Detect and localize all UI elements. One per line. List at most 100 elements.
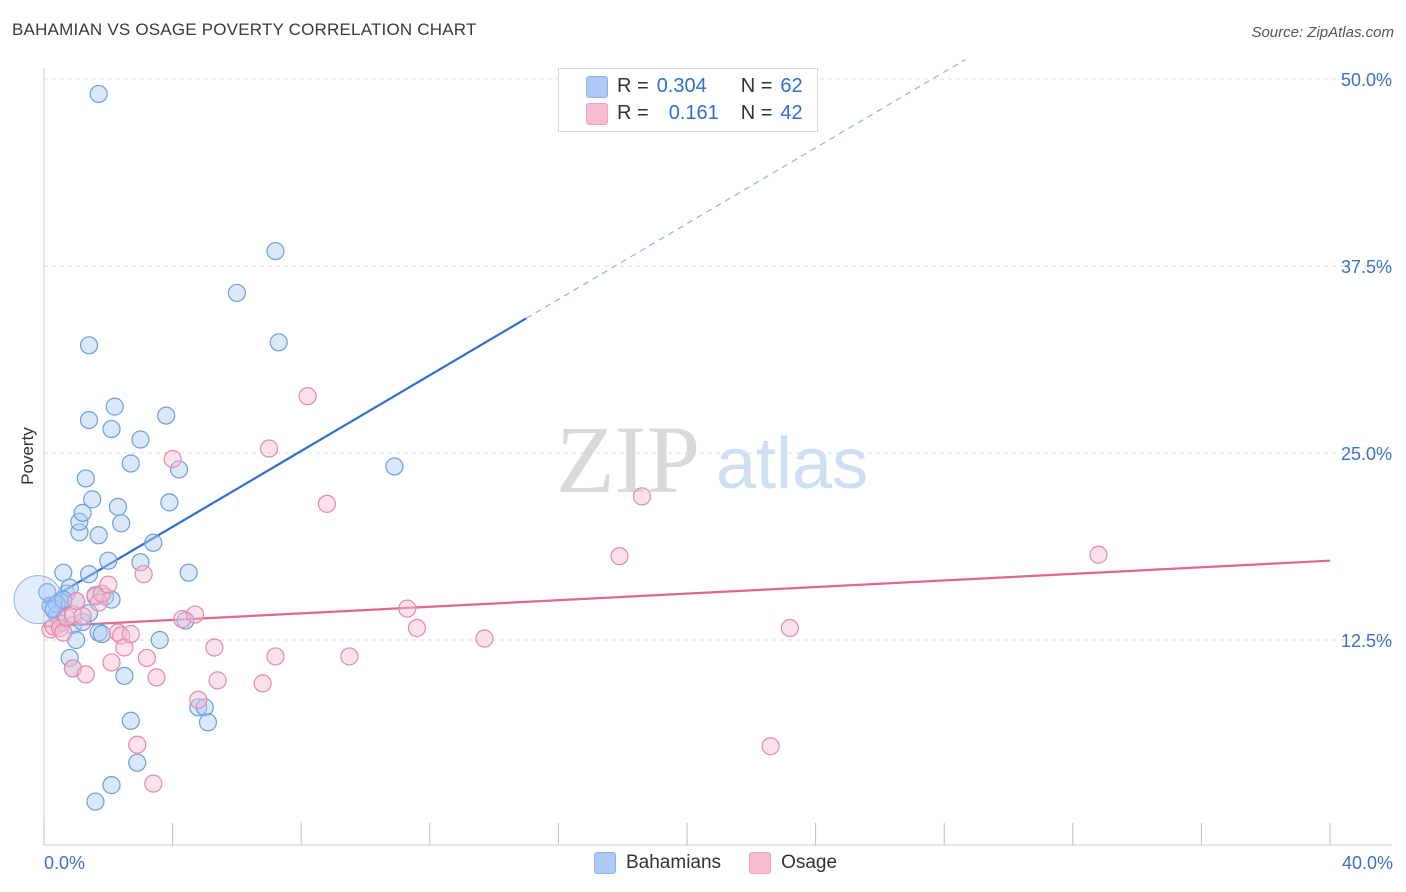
data-point-osage <box>208 671 227 690</box>
legend-swatch-osage <box>749 852 772 874</box>
data-point-osage <box>134 565 153 584</box>
data-point-osage <box>475 629 494 648</box>
x-tick-label-max: 40.0% <box>1342 853 1393 873</box>
data-point-osage <box>128 735 147 754</box>
watermark-atlas: atlas <box>716 424 868 504</box>
y-axis-label: Poverty <box>18 427 37 485</box>
data-point-osage <box>398 599 417 618</box>
data-point-osage <box>259 439 279 458</box>
legend-label-bahamians: Bahamians <box>626 852 722 873</box>
grid-lines <box>44 78 1392 641</box>
data-point-bahamians <box>266 241 285 261</box>
data-point-osage <box>102 653 121 672</box>
data-point-bahamians <box>115 666 134 686</box>
data-point-osage <box>147 668 166 687</box>
data-point-osage <box>186 605 205 624</box>
source-label: Source: ZipAtlas.com <box>1251 24 1394 41</box>
data-point-bahamians <box>121 711 140 730</box>
data-point-osage <box>407 618 427 638</box>
stats-row-osage: R = 0.161 N = 42 <box>586 102 803 125</box>
tick-labels: 12.5% 25.0% 37.5% 50.0% 0.0% 40.0% <box>44 70 1393 873</box>
data-point-osage <box>632 487 652 506</box>
data-point-osage <box>121 624 140 644</box>
y-tick-label: 50.0% <box>1341 70 1392 90</box>
data-point-bahamians <box>169 460 189 479</box>
data-point-osage <box>99 575 118 594</box>
data-point-bahamians <box>99 551 118 570</box>
data-point-bahamians <box>198 713 218 732</box>
stats-n-value: 62 <box>780 75 803 97</box>
data-point-osage <box>298 387 317 406</box>
y-tick-label: 37.5% <box>1341 257 1392 277</box>
data-point-bahamians <box>144 533 163 552</box>
stats-legend-box: R = 0.304 N = 62 R = 0.161 N = 42 <box>558 68 818 132</box>
data-point-bahamians <box>150 630 169 650</box>
data-point-bahamians <box>157 406 176 425</box>
series-bahamians <box>38 84 404 811</box>
y-tick-label: 12.5% <box>1341 631 1392 651</box>
stats-row-bahamians: R = 0.304 N = 62 <box>586 75 803 98</box>
x-tick-label-min: 0.0% <box>44 853 85 873</box>
stats-r-label: R = <box>617 75 649 97</box>
data-point-bahamians <box>108 497 128 516</box>
legend-item-osage[interactable]: Osage <box>749 852 837 874</box>
data-point-osage <box>63 605 83 624</box>
data-point-bahamians <box>54 563 73 582</box>
data-point-bahamians <box>76 469 95 488</box>
data-point-bahamians <box>102 776 121 795</box>
data-point-bahamians <box>79 336 99 355</box>
data-point-osage <box>67 592 86 611</box>
stats-r-value: 0.304 <box>656 75 707 97</box>
legend-swatch-bahamians <box>594 852 616 874</box>
data-point-osage <box>73 606 92 626</box>
data-point-osage <box>340 647 359 666</box>
data-point-osage <box>761 737 780 756</box>
data-point-osage <box>253 674 272 693</box>
data-point-bahamians <box>227 283 246 303</box>
data-point-bahamians-large <box>13 575 63 625</box>
trend-line-bahamians <box>43 317 527 604</box>
data-point-osage <box>54 623 73 642</box>
data-point-bahamians <box>70 523 89 542</box>
data-point-bahamians <box>83 490 102 509</box>
data-point-bahamians <box>160 493 179 512</box>
data-point-bahamians <box>79 410 99 430</box>
data-point-bahamians <box>179 563 198 582</box>
chart-title: BAHAMIAN VS OSAGE POVERTY CORRELATION CH… <box>12 20 477 39</box>
stats-r-label: R = <box>617 102 649 124</box>
data-point-bahamians <box>131 553 150 572</box>
watermark: ZIP atlas <box>556 406 868 513</box>
data-point-bahamians <box>102 419 121 439</box>
series-osage <box>41 387 1108 793</box>
data-point-bahamians <box>131 430 150 449</box>
data-point-osage <box>137 648 156 668</box>
data-point-bahamians <box>86 792 105 811</box>
data-point-bahamians <box>195 698 214 717</box>
data-point-osage <box>189 690 208 709</box>
watermark-zip: ZIP <box>556 406 700 513</box>
data-point-bahamians <box>105 397 124 416</box>
stats-swatch-bahamians <box>586 75 608 98</box>
y-tick-label: 25.0% <box>1341 444 1392 464</box>
data-point-bahamians <box>89 526 108 545</box>
data-point-osage <box>92 584 111 603</box>
data-point-bahamians <box>38 583 57 602</box>
data-point-bahamians <box>385 457 404 476</box>
data-point-osage <box>610 547 629 566</box>
trend-line-bahamians-extension <box>525 59 966 319</box>
legend-label-osage: Osage <box>781 852 838 873</box>
data-point-bahamians <box>79 565 99 584</box>
data-point-bahamians <box>92 624 111 644</box>
data-point-bahamians <box>89 84 108 104</box>
data-point-bahamians <box>60 648 79 668</box>
data-point-bahamians <box>269 333 288 352</box>
data-point-bahamians <box>112 514 131 533</box>
stats-n-value: 42 <box>780 102 803 124</box>
data-point-bahamians <box>128 753 147 772</box>
trend-line-osage <box>43 559 1331 628</box>
data-point-bahamians <box>121 454 140 473</box>
data-point-bahamians <box>73 503 92 522</box>
legend-item-bahamians[interactable]: Bahamians <box>594 852 721 874</box>
data-point-osage <box>205 638 224 657</box>
